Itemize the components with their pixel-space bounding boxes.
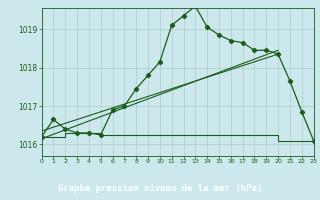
Text: Graphe pression niveau de la mer (hPa): Graphe pression niveau de la mer (hPa) (58, 184, 262, 193)
